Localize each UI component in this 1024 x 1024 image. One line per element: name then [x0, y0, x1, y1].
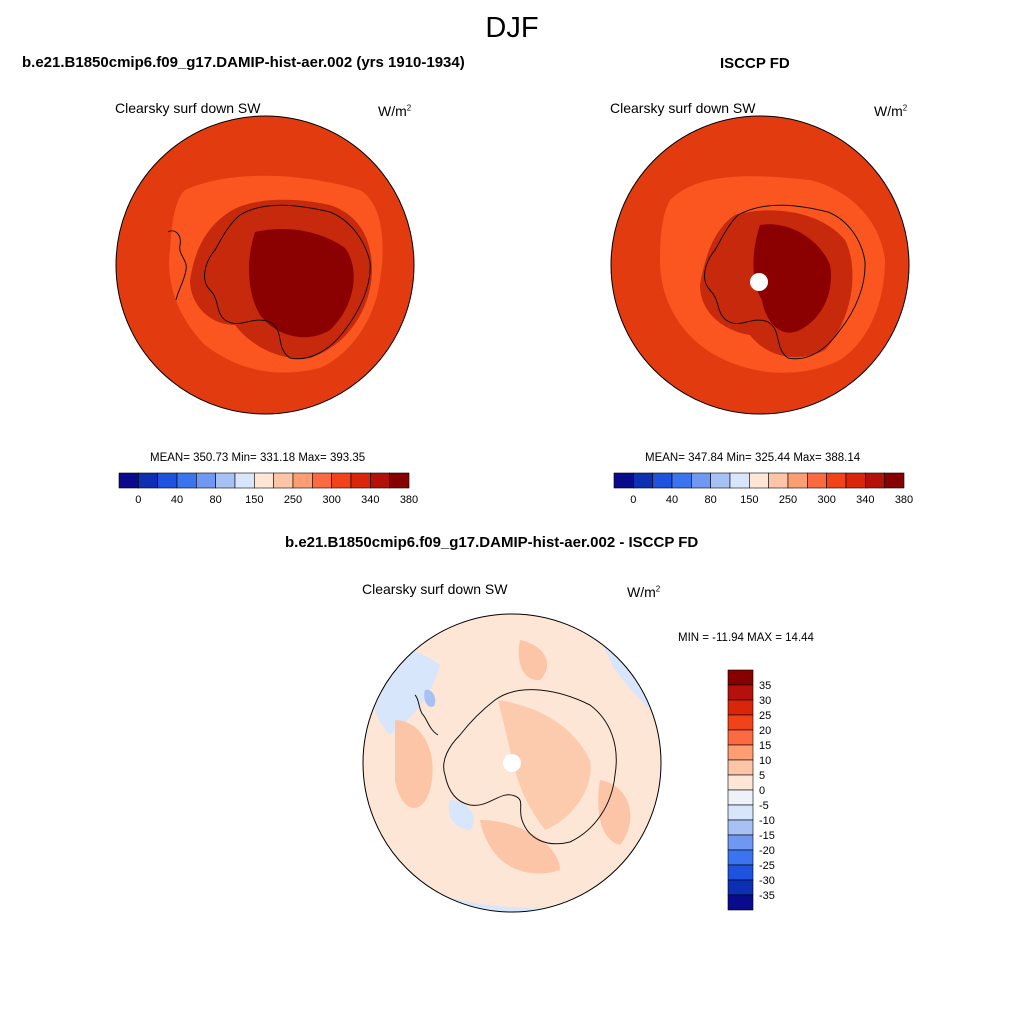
panel2-colorbar-swatch: [710, 472, 731, 489]
panel1-variable-label: Clearsky surf down SW: [115, 100, 261, 116]
diff-colorbar-swatch: [727, 894, 754, 911]
panel1-colorbar-tick-label: 40: [171, 494, 183, 506]
diff-colorbar-swatch: [727, 729, 754, 746]
panel1-colorbar-swatch: [389, 472, 410, 489]
panel1-colorbar-swatch: [254, 472, 274, 489]
panel1-colorbar: 0 40 80 150 250 300 340 380: [118, 472, 418, 506]
diff-colorbar-tick-label: -30: [759, 875, 775, 887]
diff-colorbar-swatch: [727, 864, 754, 881]
diff-colorbar-tick-label: -5: [759, 800, 769, 812]
panel1-colorbar-swatch: [118, 472, 139, 489]
panel1-colorbar-swatch: [157, 472, 178, 489]
panel1-colorbar-swatch: [370, 472, 390, 489]
panel1-colorbar-tick-label: 150: [245, 494, 263, 506]
diff-colorbar-tick-label: -10: [759, 815, 775, 827]
panel1-colorbar-swatch: [234, 472, 255, 489]
panel1-colorbar-swatch: [331, 472, 352, 489]
diff-colorbar-swatch: [727, 684, 754, 701]
panel2-colorbar-tick-label: 250: [779, 494, 797, 506]
panel2-colorbar-swatch: [787, 472, 808, 489]
diff-colorbar-swatch: [727, 774, 754, 791]
panel1-colorbar-swatch: [350, 472, 371, 489]
diff-colorbar-tick-label: 10: [759, 755, 771, 767]
panel1-colorbar-swatch: [176, 472, 197, 489]
diff-colorbar-swatch: [727, 819, 754, 836]
diff-colorbar-swatch: [727, 669, 754, 686]
panel2-colorbar-swatch: [652, 472, 673, 489]
panel1-colorbar-swatch: [196, 472, 216, 489]
diff-colorbar-tick-label: 25: [759, 710, 771, 722]
diff-colorbar-swatch: [727, 789, 754, 806]
panel1-colorbar-tick-label: 340: [361, 494, 379, 506]
panel2-variable-label: Clearsky surf down SW: [610, 100, 756, 116]
diff-polar-map: [363, 614, 661, 912]
diff-colorbar: 35 30 25 20 15 10 5 0 -5 -10 -15 -20 -25 -30 -35: [727, 669, 775, 911]
panel2-colorbar-tick-label: 150: [740, 494, 758, 506]
panel2-colorbar-tick-label: 340: [856, 494, 874, 506]
panel2-colorbar-swatch: [865, 472, 885, 489]
panel2-polar-map: [611, 116, 909, 414]
diff-colorbar-tick-label: 35: [759, 680, 771, 692]
panel2-colorbar-swatch: [691, 472, 711, 489]
panel1-colorbar-swatch: [215, 472, 236, 489]
panel1-colorbar-swatch: [312, 472, 332, 489]
panel2-colorbar-tick-label: 80: [705, 494, 717, 506]
panel2-colorbar-swatch: [807, 472, 827, 489]
panel2-colorbar-swatch: [633, 472, 653, 489]
diff-colorbar-tick-label: 0: [759, 785, 765, 797]
diff-units-label: W/m2: [627, 584, 661, 600]
diff-title: b.e21.B1850cmip6.f09_g17.DAMIP-hist-aer.…: [285, 534, 699, 551]
panel1-stats: MEAN= 350.73 Min= 331.18 Max= 393.35: [150, 452, 366, 464]
panel1-colorbar-swatch: [292, 472, 313, 489]
diff-colorbar-tick-label: -15: [759, 830, 775, 842]
diff-colorbar-swatch: [727, 804, 754, 821]
panel2-colorbar-swatch: [749, 472, 769, 489]
diff-colorbar-swatch: [727, 849, 754, 866]
diff-colorbar-tick-label: 15: [759, 740, 771, 752]
panel2-units-label: W/m2: [874, 103, 908, 119]
panel2-colorbar-swatch: [826, 472, 847, 489]
diff-colorbar-tick-label: 5: [759, 770, 765, 782]
panel2-colorbar: 0 40 80 150 250 300 340 380: [613, 472, 913, 506]
panel1-units-label: W/m2: [378, 103, 412, 119]
panel1-colorbar-tick-label: 0: [135, 494, 141, 506]
panel2-colorbar-tick-label: 40: [666, 494, 678, 506]
diff-colorbar-tick-label: 30: [759, 695, 771, 707]
panel2-colorbar-swatch: [729, 472, 750, 489]
diff-colorbar-swatch: [727, 759, 754, 776]
figure-title: DJF: [485, 12, 539, 44]
panel2-colorbar-swatch: [845, 472, 866, 489]
panel2-colorbar-swatch: [768, 472, 789, 489]
panel2-colorbar-tick-label: 0: [630, 494, 636, 506]
diff-colorbar-tick-label: 20: [759, 725, 771, 737]
panel1-colorbar-tick-label: 300: [322, 494, 340, 506]
diff-colorbar-tick-label: -35: [759, 890, 775, 902]
panel1-colorbar-tick-label: 250: [284, 494, 302, 506]
panel1-colorbar-tick-label: 380: [400, 494, 418, 506]
diff-colorbar-swatch: [727, 834, 754, 851]
diff-colorbar-swatch: [727, 699, 754, 716]
panel1-case-title: b.e21.B1850cmip6.f09_g17.DAMIP-hist-aer.…: [22, 54, 465, 71]
panel2-case-title: ISCCP FD: [720, 55, 790, 72]
panel1-colorbar-swatch: [138, 472, 158, 489]
diff-colorbar-swatch: [727, 744, 754, 761]
panel2-colorbar-swatch: [884, 472, 905, 489]
diff-variable-label: Clearsky surf down SW: [362, 581, 508, 597]
diff-stats: MIN = -11.94 MAX = 14.44: [678, 632, 814, 644]
panel1-polar-map: [116, 116, 414, 414]
panel2-colorbar-swatch: [613, 472, 634, 489]
diff-colorbar-swatch: [727, 879, 754, 896]
diff-colorbar-tick-label: -20: [759, 845, 775, 857]
diff-colorbar-tick-label: -25: [759, 860, 775, 872]
panel1-colorbar-tick-label: 80: [210, 494, 222, 506]
panel2-colorbar-swatch: [671, 472, 692, 489]
panel2-colorbar-tick-label: 300: [817, 494, 835, 506]
diff-colorbar-swatch: [727, 714, 754, 731]
panel2-stats: MEAN= 347.84 Min= 325.44 Max= 388.14: [645, 452, 861, 464]
panel2-colorbar-tick-label: 380: [895, 494, 913, 506]
panel1-colorbar-swatch: [273, 472, 294, 489]
